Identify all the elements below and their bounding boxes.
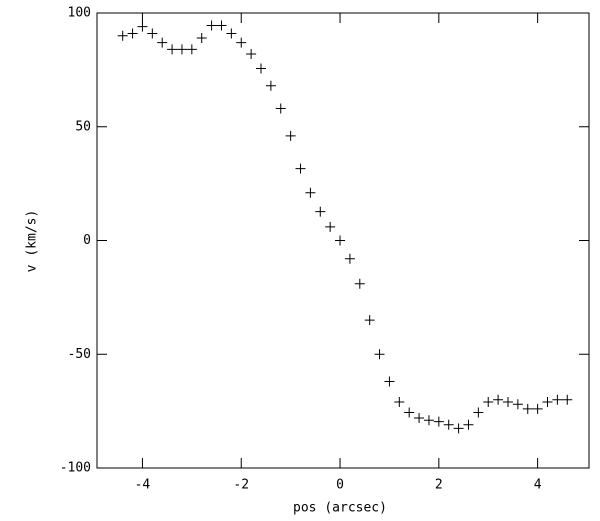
point <box>502 397 513 408</box>
point <box>364 315 375 326</box>
point <box>532 403 543 414</box>
point <box>404 407 415 418</box>
y-tick-label: 50 <box>75 119 91 134</box>
point <box>414 412 425 423</box>
point <box>265 80 276 91</box>
point <box>216 20 227 31</box>
point <box>127 28 138 39</box>
x-axis-label: pos (arcsec) <box>293 501 387 516</box>
point <box>186 44 197 55</box>
point <box>354 278 365 289</box>
point <box>206 20 217 31</box>
y-tick-label: -100 <box>60 461 91 476</box>
point <box>552 394 563 405</box>
point <box>512 399 523 410</box>
point <box>443 419 454 430</box>
point <box>433 416 444 427</box>
point <box>473 407 484 418</box>
y-axis-label: v (km/s) <box>25 210 40 273</box>
point <box>335 235 346 246</box>
x-tick-label: -4 <box>135 478 151 493</box>
point <box>147 28 158 39</box>
point <box>226 28 237 39</box>
point <box>157 37 168 48</box>
point <box>463 419 474 430</box>
point <box>256 63 266 74</box>
point <box>384 376 395 387</box>
point <box>295 163 306 174</box>
point <box>285 130 296 141</box>
point <box>344 253 355 264</box>
x-tick-label: 2 <box>435 478 443 493</box>
point <box>196 33 207 44</box>
point <box>374 349 385 360</box>
point <box>137 21 148 32</box>
point <box>246 48 257 59</box>
y-tick-label: -50 <box>68 347 91 362</box>
y-tick-label: 100 <box>68 6 91 21</box>
point <box>325 221 336 232</box>
point <box>423 415 434 426</box>
point <box>305 187 316 198</box>
point <box>542 397 553 408</box>
point <box>117 30 128 41</box>
x-tick-label: -2 <box>233 478 249 493</box>
x-tick-label: 4 <box>534 478 542 493</box>
point <box>167 44 178 55</box>
x-tick-label: 0 <box>336 478 344 493</box>
point <box>315 206 326 217</box>
point <box>236 37 247 48</box>
point <box>562 394 573 405</box>
point <box>176 44 187 55</box>
y-tick-label: 0 <box>83 233 91 248</box>
point <box>483 397 494 408</box>
point <box>522 403 533 414</box>
point <box>493 394 504 405</box>
point <box>394 397 405 408</box>
point <box>453 423 464 434</box>
point <box>275 103 286 114</box>
